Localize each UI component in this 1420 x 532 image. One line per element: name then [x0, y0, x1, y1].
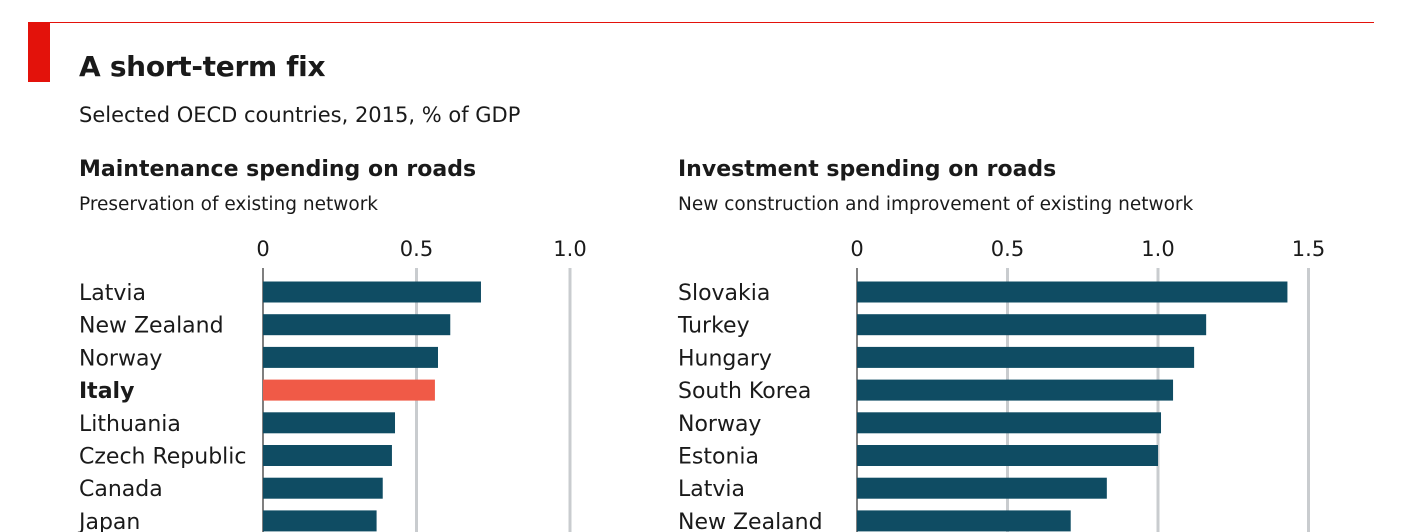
maint-category-label: Latvia — [79, 281, 146, 306]
investment-chart: 0 0.5 1.0 1.5 Slovakia Turkey Hungary South Kor… — [677, 237, 1325, 532]
top-rule — [28, 22, 1374, 23]
maint-bar — [263, 412, 396, 434]
invest-tick-label: 1.0 — [1141, 237, 1174, 261]
invest-bar — [857, 412, 1162, 434]
maint-bar — [263, 379, 435, 401]
maint-category-label: Lithuania — [79, 412, 181, 437]
maint-bar — [263, 281, 481, 303]
red-tab-marker — [28, 22, 50, 82]
maint-bar — [263, 346, 438, 368]
invest-bar — [857, 379, 1174, 401]
chart-subtitle: Selected OECD countries, 2015, % of GDP — [79, 103, 521, 127]
maint-category-label: Japan — [77, 510, 140, 532]
invest-category-label: Estonia — [678, 445, 759, 470]
invest-category-label: Norway — [678, 412, 761, 437]
maint-bar — [263, 477, 383, 499]
invest-category-label: Latvia — [678, 477, 745, 502]
invest-category-label: South Korea — [678, 379, 811, 404]
invest-tick-label: 1.5 — [1292, 237, 1325, 261]
invest-bar — [857, 477, 1107, 499]
invest-bar — [857, 346, 1195, 368]
chart-title: A short-term fix — [79, 50, 326, 83]
invest-category-label: New Zealand — [678, 510, 823, 532]
right-panel-title: Investment spending on roads — [678, 157, 1057, 182]
maint-category-label: New Zealand — [79, 314, 224, 339]
maint-bar — [263, 510, 377, 532]
maint-category-label: Czech Republic — [79, 445, 247, 470]
invest-category-label: Turkey — [677, 314, 750, 339]
invest-bar — [857, 314, 1207, 336]
invest-bar — [857, 445, 1158, 466]
maint-bar — [263, 445, 392, 466]
left-panel-title: Maintenance spending on roads — [79, 157, 477, 182]
invest-bar — [857, 510, 1071, 532]
invest-bar — [857, 281, 1288, 303]
maint-tick-label: 1.0 — [553, 237, 586, 261]
maint-category-label: Norway — [79, 346, 162, 371]
maint-category-label: Italy — [79, 379, 134, 404]
invest-tick-label: 0 — [850, 237, 863, 261]
invest-category-label: Slovakia — [678, 281, 770, 306]
maint-bar — [263, 314, 451, 336]
maint-category-label: Canada — [79, 477, 163, 502]
right-panel-subtitle: New construction and improvement of exis… — [678, 194, 1194, 215]
maint-tick-label: 0.5 — [400, 237, 433, 261]
left-panel-subtitle: Preservation of existing network — [79, 194, 379, 215]
maintenance-chart: 0 0.5 1.0 Latvia New Zealand Norway Italy Lithu… — [77, 237, 587, 532]
invest-category-label: Hungary — [678, 346, 772, 371]
maint-tick-label: 0 — [256, 237, 269, 261]
invest-tick-label: 0.5 — [991, 237, 1024, 261]
